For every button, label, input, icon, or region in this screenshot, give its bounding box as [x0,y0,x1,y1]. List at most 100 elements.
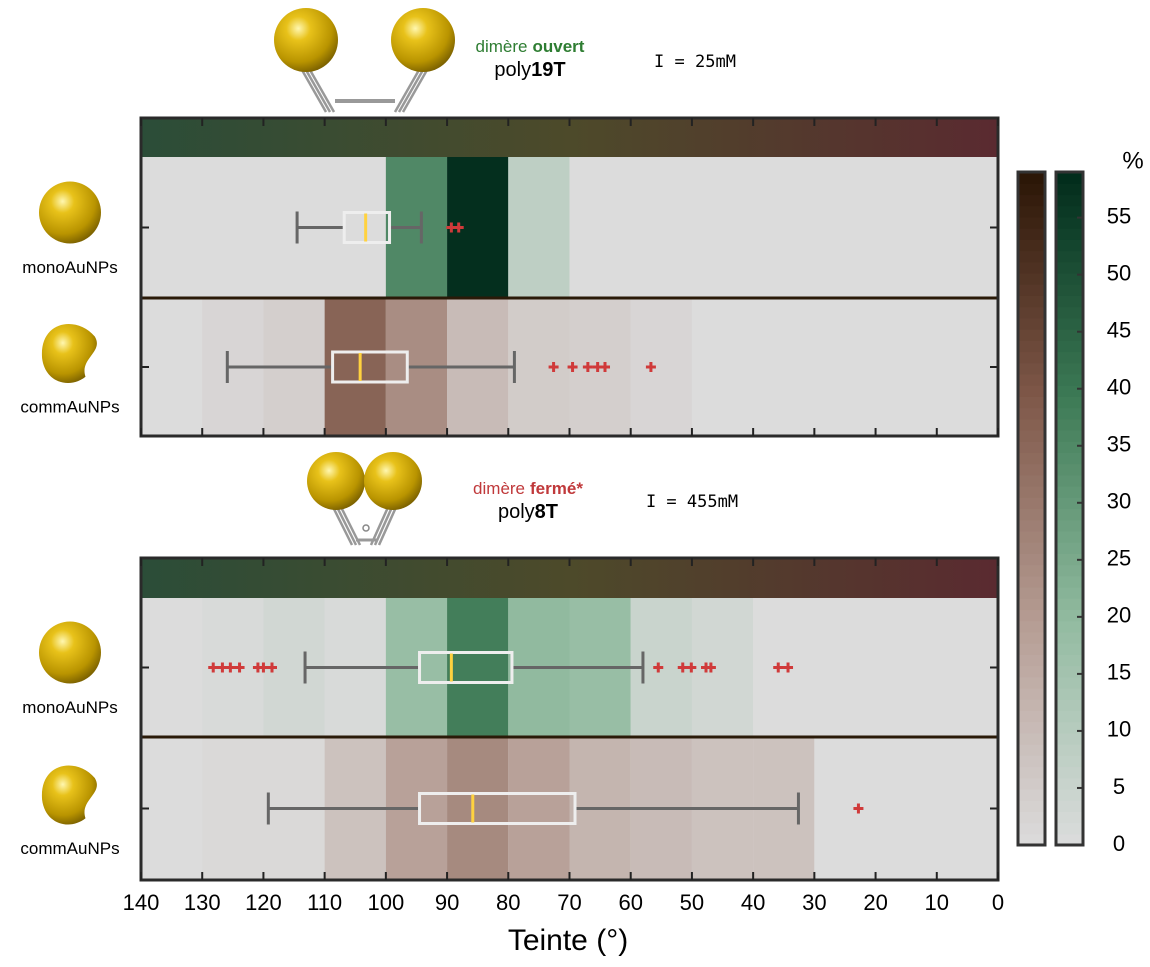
colorbar-segment [1056,317,1083,330]
linker [338,504,362,546]
row-label: commAuNPs [20,397,119,416]
colorbar-segment [1018,710,1045,723]
linker [304,69,332,113]
heat-cell [875,157,937,298]
colorbar-segment [1018,452,1045,465]
colorbar-segment [1018,575,1045,588]
colorbar-segment [1056,777,1083,790]
outlier [853,803,864,814]
x-tick-label: 140 [123,890,160,915]
colorbar-segment [1018,542,1045,554]
heat-cell [753,157,815,298]
colorbar-tick-label: 50 [1107,260,1131,285]
heat-cell [814,157,876,298]
linker [300,69,328,113]
colorbar-tick-label: 15 [1107,660,1131,685]
colorbar-segment [1018,239,1045,252]
colorbar-segment [1056,654,1083,667]
colorbar-segment [1056,441,1083,454]
x-axis-label: Teinte (°) [508,924,628,957]
particle-icon [41,324,97,383]
colorbar-segment [1056,564,1083,577]
heat-cell [630,157,692,298]
colorbar-segment [1018,284,1045,296]
x-tick-label: 110 [307,890,342,915]
colorbar-segment [1056,194,1083,207]
heat-cell [508,157,570,298]
colorbar-segment [1056,519,1083,532]
box [342,211,392,244]
outlier [653,662,664,673]
colorbar-segment [1056,755,1083,768]
colorbar-segment [1018,620,1045,633]
colorbar-segment [1018,396,1045,409]
colorbar-segment [1018,598,1045,611]
colorbar-segment [1018,351,1045,364]
title-emph: fermé* [530,479,583,498]
colorbar-segment [1018,362,1045,375]
outlier [225,662,236,673]
colorbar-segment [1056,609,1083,622]
heat-cell [447,737,509,880]
outlier [234,662,245,673]
particle-icon [364,452,422,510]
colorbar-segment [1018,643,1045,655]
title-text: dimère [473,479,525,498]
panel-title: dimère fermé* [473,479,583,498]
colorbar-segment [1018,407,1045,420]
heat-cell [447,598,509,737]
colorbar-segment [1056,418,1083,431]
colorbar-segment [1056,329,1083,341]
outlier [783,662,794,673]
colorbar-segment [1056,452,1083,465]
colorbar-segment [1056,508,1083,521]
colorbar-segment [1056,575,1083,588]
colorbar-segment [1018,418,1045,431]
colorbar-segment [1056,250,1083,263]
colorbar-segment [1018,609,1045,622]
colorbar-segment [1018,699,1045,711]
outlier [600,362,611,372]
title-text: dimère [476,37,528,56]
colorbar-segment [1018,564,1045,577]
colorbar-segment [1056,272,1083,285]
outlier [453,222,464,233]
linker [369,504,391,546]
colorbar-frame [1016,170,1047,847]
colorbar-segment [1056,284,1083,296]
colorbar-segment [1056,340,1083,353]
colorbar-segment [1056,732,1083,745]
colorbar-tick-label: 20 [1107,603,1131,628]
colorbar-segment [1018,216,1045,229]
colorbar-tick-label: 40 [1107,375,1131,400]
heat-cell [814,737,876,880]
colorbar-segment [1018,530,1045,543]
colorbar-segment [1018,183,1045,196]
colorbar-segment [1018,508,1045,521]
strand-title: poly19T [494,59,565,81]
colorbar-segment [1056,598,1083,611]
colorbar-segment [1056,239,1083,252]
x-tick-label: 70 [557,890,581,915]
colorbar-segment [1018,766,1045,779]
heat-cell [141,157,203,298]
colorbar-label: % [1122,147,1143,174]
colorbar-segment [1056,183,1083,196]
colorbar-segment [1056,643,1083,655]
colorbar-segment [1018,250,1045,263]
outlier [208,662,219,673]
strand-title: poly8T [498,501,558,523]
colorbar-segment [1018,306,1045,319]
colorbar-segment [1018,317,1045,330]
x-tick-label: 90 [435,890,459,915]
heat-cell [202,737,264,880]
linker [377,504,399,546]
particle-icon [307,452,365,510]
colorbar-segment [1018,295,1045,308]
strand-text: poly [494,59,531,81]
heat-cell [936,157,998,298]
heat-cell [875,598,937,737]
x-tick-label: 100 [367,890,404,915]
particle-icon [39,181,101,244]
